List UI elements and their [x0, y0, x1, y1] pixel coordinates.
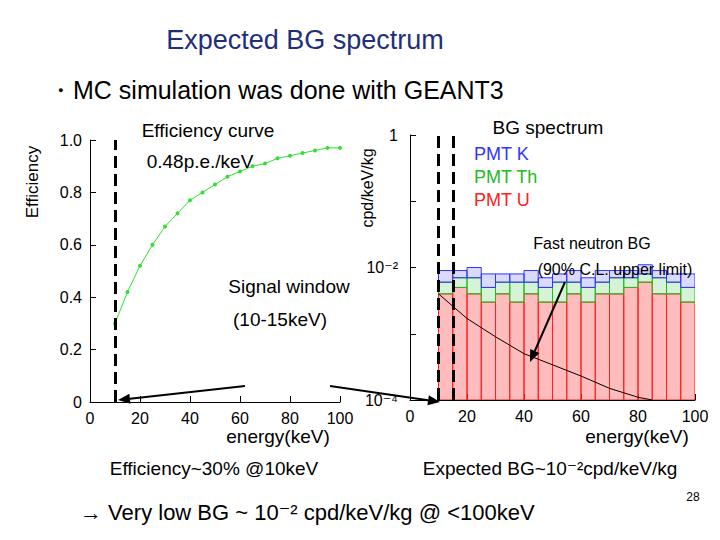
- svg-text:60: 60: [231, 410, 249, 427]
- svg-text:(10-15keV): (10-15keV): [233, 309, 327, 330]
- svg-text:1: 1: [389, 127, 398, 144]
- svg-text:10⁻⁴: 10⁻⁴: [364, 391, 398, 409]
- svg-text:0.2: 0.2: [60, 341, 82, 358]
- svg-text:Signal window: Signal window: [228, 276, 350, 297]
- svg-text:Fast neutron BG: Fast neutron BG: [533, 235, 650, 252]
- svg-text:(90% C.L. upper limit): (90% C.L. upper limit): [538, 261, 693, 278]
- svg-text:0.48p.e./keV: 0.48p.e./keV: [147, 151, 254, 172]
- svg-text:PMT Th: PMT Th: [474, 167, 537, 187]
- svg-text:cpd/keV/kg: cpd/keV/kg: [359, 148, 376, 227]
- svg-text:100: 100: [682, 408, 709, 425]
- svg-text:BG spectrum: BG spectrum: [493, 117, 604, 138]
- svg-text:Expected BG spectrum: Expected BG spectrum: [166, 25, 444, 55]
- svg-text:→ Very low BG ~ 10⁻² cpd/keV/k: → Very low BG ~ 10⁻² cpd/keV/kg @ <100ke…: [80, 500, 535, 525]
- svg-text:・MC simulation was done with G: ・MC simulation was done with GEANT3: [48, 76, 504, 104]
- svg-text:Efficiency: Efficiency: [23, 145, 42, 218]
- svg-text:10⁻²: 10⁻²: [366, 259, 398, 276]
- svg-text:40: 40: [515, 408, 533, 425]
- svg-text:0.4: 0.4: [60, 289, 82, 306]
- svg-text:energy(keV): energy(keV): [226, 426, 330, 447]
- svg-text:0: 0: [73, 394, 82, 411]
- svg-text:80: 80: [281, 410, 299, 427]
- svg-text:Efficiency~30% @10keV: Efficiency~30% @10keV: [110, 458, 319, 479]
- svg-text:20: 20: [131, 410, 149, 427]
- svg-text:100: 100: [327, 410, 354, 427]
- svg-text:0.8: 0.8: [60, 184, 82, 201]
- svg-text:PMT U: PMT U: [474, 190, 530, 210]
- svg-text:0.6: 0.6: [60, 236, 82, 253]
- svg-text:1.0: 1.0: [60, 132, 82, 149]
- svg-text:60: 60: [572, 408, 590, 425]
- svg-text:80: 80: [629, 408, 647, 425]
- svg-text:0: 0: [86, 410, 95, 427]
- svg-text:Expected BG~10⁻²cpd/keV/kg: Expected BG~10⁻²cpd/keV/kg: [423, 458, 678, 479]
- svg-text:0: 0: [406, 408, 415, 425]
- svg-text:PMT K: PMT K: [474, 144, 529, 164]
- svg-text:Efficiency curve: Efficiency curve: [142, 120, 275, 141]
- svg-text:40: 40: [181, 410, 199, 427]
- svg-text:energy(keV): energy(keV): [585, 426, 689, 447]
- svg-text:20: 20: [458, 408, 476, 425]
- svg-text:28: 28: [686, 490, 700, 504]
